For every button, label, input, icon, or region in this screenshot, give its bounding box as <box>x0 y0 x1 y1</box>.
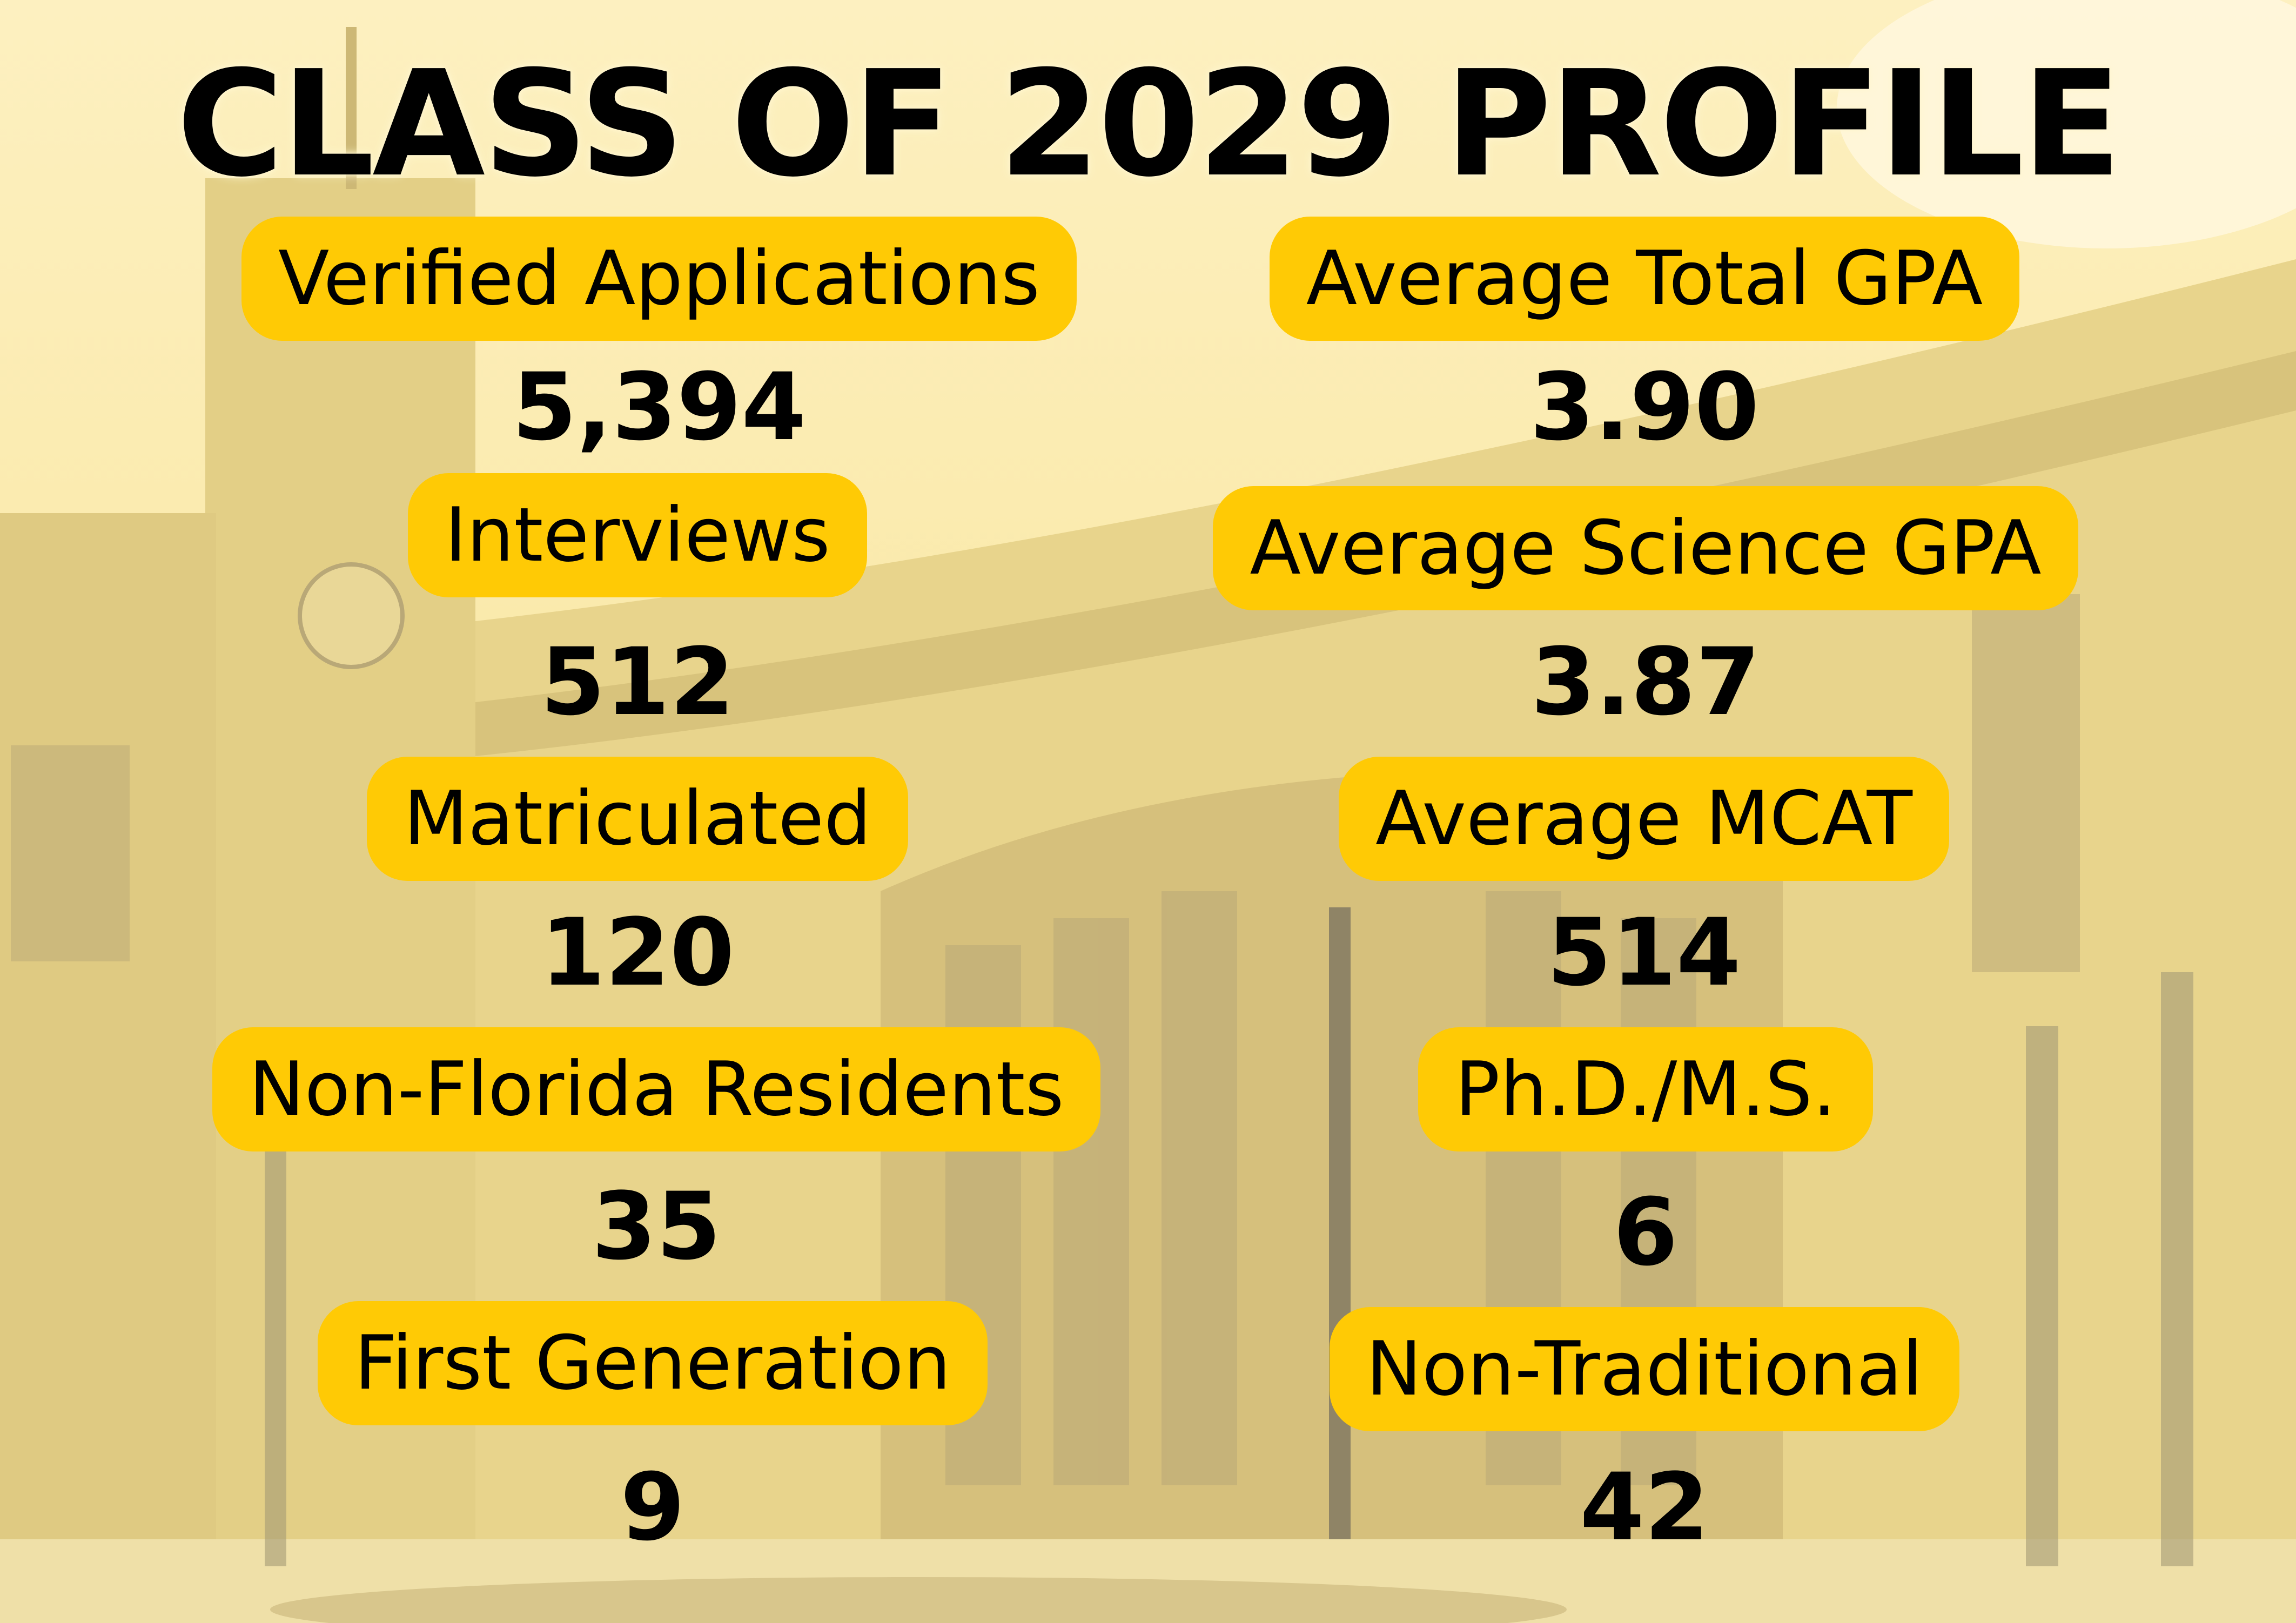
stat-verified-applications: Verified Applications 5,394 <box>119 217 1199 461</box>
stat-value: 514 <box>1547 898 1741 1007</box>
stat-label: Average MCAT <box>1339 757 1949 881</box>
stat-value: 9 <box>620 1453 685 1561</box>
stat-average-total-gpa: Average Total GPA 3.90 <box>1104 217 2185 461</box>
stat-label: Average Science GPA <box>1213 486 2078 610</box>
stat-label: Verified Applications <box>241 217 1077 341</box>
stat-label: First Generation <box>317 1301 988 1425</box>
stat-label: Matriculated <box>367 757 908 881</box>
stat-value: 35 <box>592 1172 721 1281</box>
stat-value: 512 <box>540 628 735 736</box>
stat-average-science-gpa: Average Science GPA 3.87 <box>1105 486 2186 736</box>
stat-value: 6 <box>1613 1178 1678 1287</box>
stat-value: 3.87 <box>1530 628 1761 736</box>
stat-value: 42 <box>1580 1453 1709 1561</box>
stat-non-traditional: Non-Traditional 42 <box>1104 1307 2185 1561</box>
stat-label: Ph.D./M.S. <box>1418 1027 1873 1151</box>
stat-matriculated: Matriculated 120 <box>97 757 1178 1007</box>
stat-interviews: Interviews 512 <box>97 473 1178 736</box>
stat-label: Non-Florida Residents <box>212 1027 1101 1151</box>
stat-value: 5,394 <box>512 353 807 461</box>
stat-label: Interviews <box>408 473 867 597</box>
page-title: CLASS OF 2029 PROFILE <box>176 39 2122 209</box>
stat-phd-ms: Ph.D./M.S. 6 <box>1105 1027 2186 1287</box>
stat-label: Average Total GPA <box>1269 217 2020 341</box>
stat-non-florida-residents: Non-Florida Residents 35 <box>116 1027 1197 1281</box>
stat-value: 120 <box>540 898 735 1007</box>
stat-label: Non-Traditional <box>1329 1307 1960 1431</box>
stat-first-generation: First Generation 9 <box>112 1301 1193 1561</box>
stat-value: 3.90 <box>1529 353 1760 461</box>
stat-average-mcat: Average MCAT 514 <box>1104 757 2184 1007</box>
